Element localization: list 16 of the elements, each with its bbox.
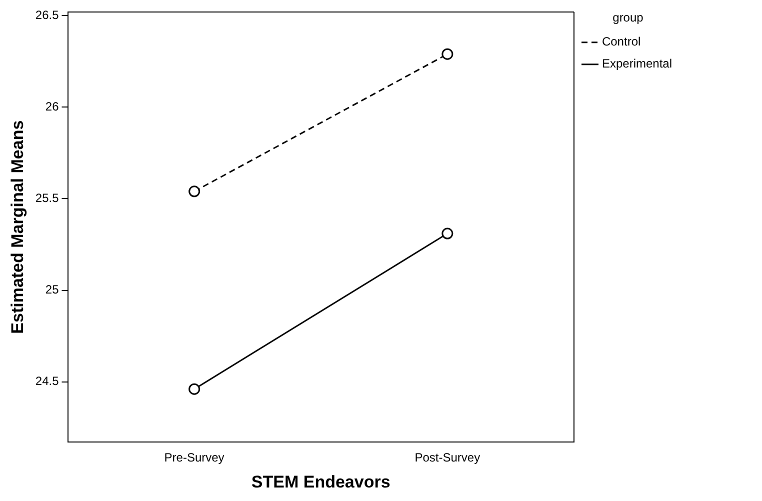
- point: [442, 228, 454, 240]
- y-tick-label: 26: [45, 100, 60, 114]
- point: [442, 48, 454, 60]
- x-tick-label: Pre-Survey: [164, 450, 224, 465]
- legend-label: Experimental: [602, 56, 672, 71]
- legend-title: group: [612, 10, 644, 24]
- x-tick-label: Post-Survey: [414, 450, 480, 465]
- y-tick-label: 25.5: [35, 191, 60, 206]
- y-axis-title: Estimated Marginal Means: [8, 120, 27, 334]
- point: [188, 383, 200, 395]
- point: [188, 186, 200, 198]
- y-tick-label: 24.5: [35, 374, 60, 388]
- y-tick-label: 25: [45, 282, 60, 297]
- legend-label: Control: [602, 34, 641, 49]
- y-tick-label: 26.5: [35, 8, 60, 22]
- x-axis-title: STEM Endeavors: [251, 472, 390, 492]
